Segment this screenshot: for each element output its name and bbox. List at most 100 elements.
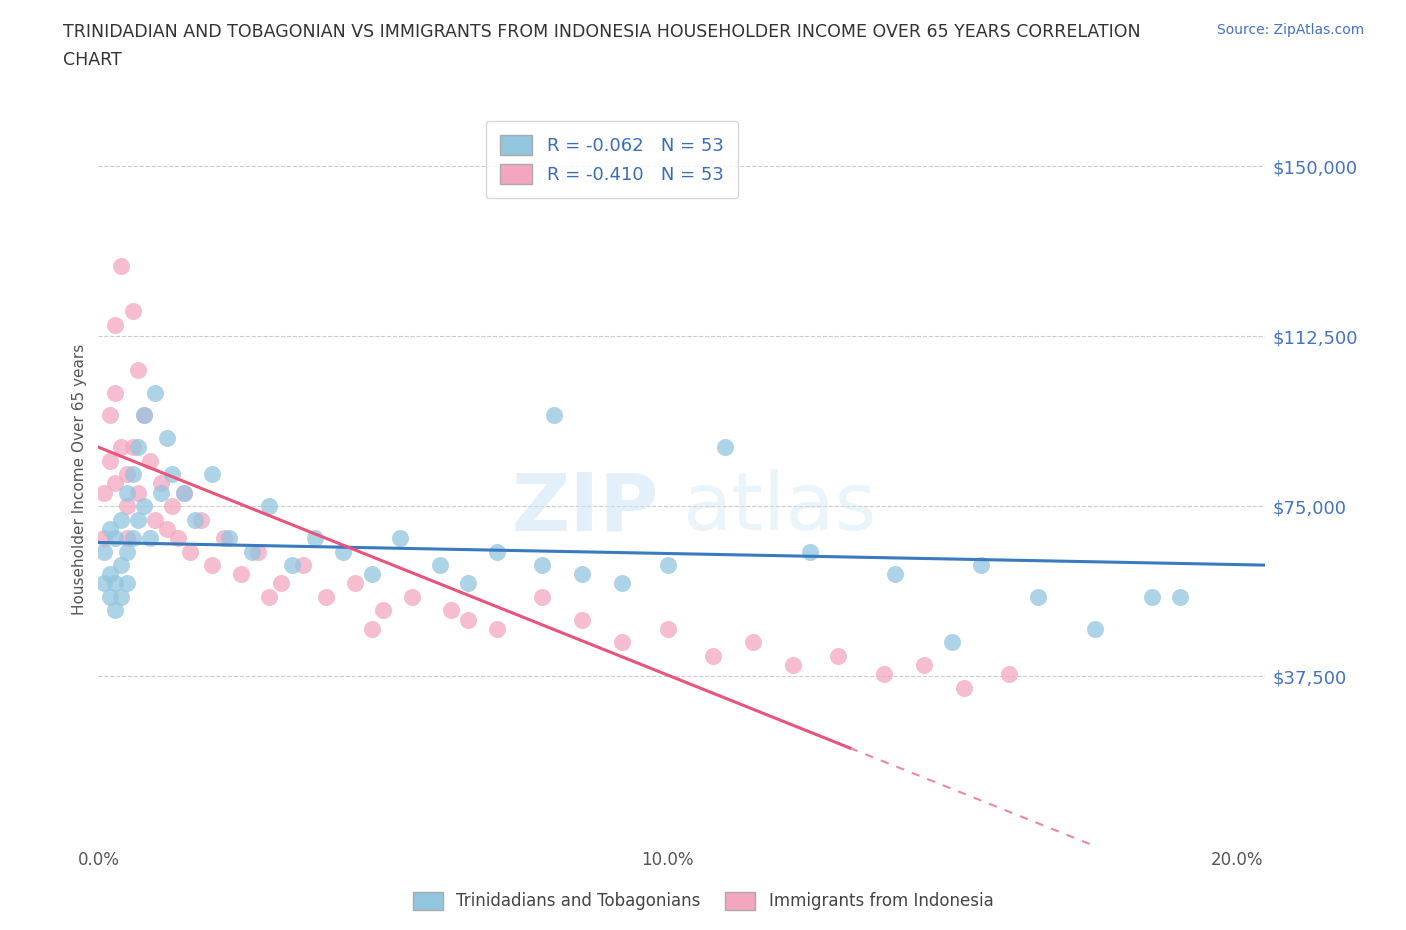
Point	[873, 667, 896, 682]
Point	[657, 621, 679, 636]
Point	[292, 558, 315, 573]
Point	[138, 530, 160, 545]
Point	[912, 658, 935, 672]
Point	[952, 680, 974, 695]
Point	[104, 476, 127, 491]
Point	[115, 467, 138, 482]
Point	[110, 590, 132, 604]
Point	[457, 612, 479, 627]
Point	[104, 603, 127, 618]
Point	[257, 498, 280, 513]
Point	[1084, 621, 1107, 636]
Point	[150, 485, 173, 500]
Point	[98, 408, 121, 423]
Point	[371, 603, 394, 618]
Legend: Trinidadians and Tobagonians, Immigrants from Indonesia: Trinidadians and Tobagonians, Immigrants…	[406, 885, 1000, 917]
Point	[571, 612, 593, 627]
Point	[270, 576, 292, 591]
Point	[457, 576, 479, 591]
Point	[401, 590, 423, 604]
Point	[110, 440, 132, 455]
Point	[429, 558, 451, 573]
Point	[93, 530, 115, 545]
Point	[184, 512, 207, 527]
Point	[143, 385, 166, 400]
Point	[201, 558, 224, 573]
Point	[115, 576, 138, 591]
Point	[257, 590, 280, 604]
Point	[110, 259, 132, 273]
Point	[138, 453, 160, 468]
Point	[229, 566, 252, 581]
Point	[610, 635, 633, 650]
Point	[440, 603, 463, 618]
Point	[485, 621, 508, 636]
Point	[884, 566, 907, 581]
Point	[93, 485, 115, 500]
Point	[218, 530, 240, 545]
Point	[332, 544, 354, 559]
Point	[98, 453, 121, 468]
Point	[127, 363, 149, 378]
Point	[93, 576, 115, 591]
Point	[115, 498, 138, 513]
Point	[104, 576, 127, 591]
Point	[98, 566, 121, 581]
Point	[93, 544, 115, 559]
Point	[702, 648, 724, 663]
Point	[127, 512, 149, 527]
Point	[121, 467, 143, 482]
Point	[1168, 590, 1191, 604]
Point	[485, 544, 508, 559]
Point	[543, 408, 565, 423]
Point	[110, 558, 132, 573]
Point	[360, 621, 382, 636]
Point	[115, 544, 138, 559]
Point	[389, 530, 412, 545]
Point	[132, 408, 155, 423]
Point	[121, 304, 143, 319]
Point	[610, 576, 633, 591]
Point	[132, 408, 155, 423]
Point	[571, 566, 593, 581]
Point	[150, 476, 173, 491]
Point	[315, 590, 337, 604]
Point	[167, 530, 190, 545]
Point	[156, 431, 179, 445]
Text: Source: ZipAtlas.com: Source: ZipAtlas.com	[1216, 23, 1364, 37]
Point	[713, 440, 735, 455]
Point	[162, 467, 184, 482]
Point	[212, 530, 235, 545]
Point	[531, 590, 554, 604]
Point	[98, 522, 121, 537]
Point	[127, 440, 149, 455]
Point	[1026, 590, 1049, 604]
Point	[240, 544, 263, 559]
Point	[127, 485, 149, 500]
Point	[531, 558, 554, 573]
Point	[162, 498, 184, 513]
Point	[156, 522, 179, 537]
Point	[173, 485, 195, 500]
Point	[304, 530, 326, 545]
Point	[190, 512, 212, 527]
Point	[1140, 590, 1163, 604]
Legend: R = -0.062   N = 53, R = -0.410   N = 53: R = -0.062 N = 53, R = -0.410 N = 53	[485, 121, 738, 198]
Point	[343, 576, 366, 591]
Point	[115, 485, 138, 500]
Point	[179, 544, 201, 559]
Point	[360, 566, 382, 581]
Point	[657, 558, 679, 573]
Point	[98, 590, 121, 604]
Point	[782, 658, 804, 672]
Point	[110, 512, 132, 527]
Text: ZIP: ZIP	[512, 470, 658, 548]
Text: atlas: atlas	[682, 470, 876, 548]
Point	[173, 485, 195, 500]
Text: CHART: CHART	[63, 51, 122, 69]
Point	[143, 512, 166, 527]
Point	[827, 648, 849, 663]
Point	[201, 467, 224, 482]
Point	[281, 558, 304, 573]
Point	[246, 544, 269, 559]
